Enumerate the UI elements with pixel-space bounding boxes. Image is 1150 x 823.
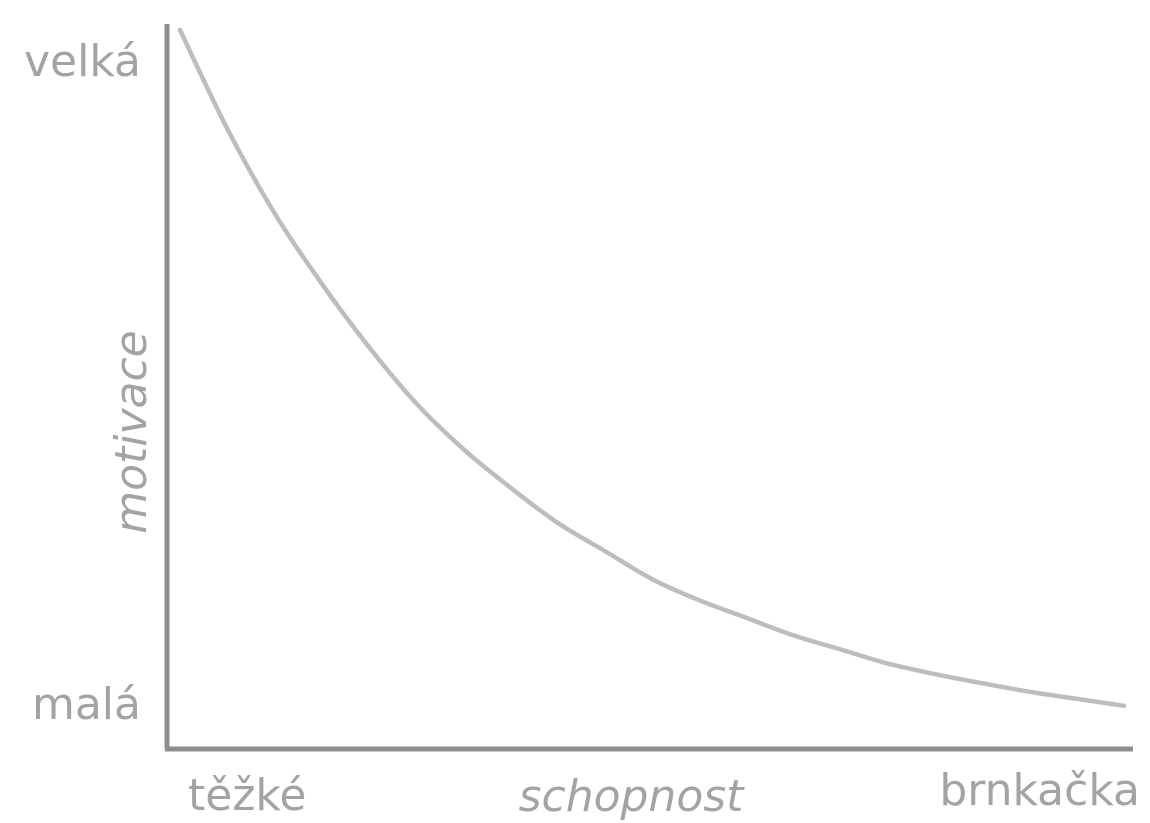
y-tick-label-bottom: malá (32, 679, 141, 730)
series-line (177, 27, 1127, 709)
x-tick-label-start: těžké (188, 770, 306, 821)
x-tick-label-end: brnkačka (939, 765, 1140, 816)
x-axis-title: schopnost (519, 771, 746, 822)
y-axis-title: motivace (106, 330, 157, 534)
y-tick-label-top: velká (24, 36, 141, 87)
